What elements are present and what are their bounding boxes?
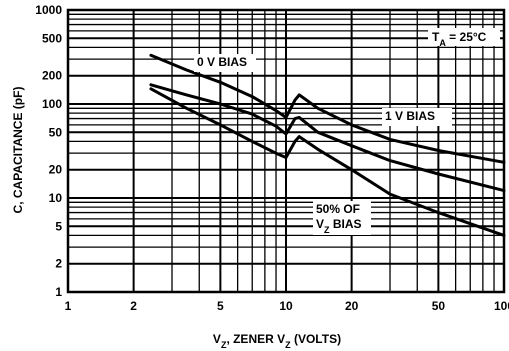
series-label-1: 0 V BIAS — [197, 55, 247, 69]
chart-series-group — [149, 53, 506, 237]
x-axis-title-sub1: Z — [221, 340, 227, 350]
x-axis-title-sub2: Z — [285, 340, 291, 350]
x-tick-label: 1 — [65, 299, 72, 313]
x-tick-label: 20 — [345, 299, 359, 313]
series-label-subscript: Z — [324, 225, 330, 235]
y-tick-label: 500 — [42, 31, 62, 45]
series-label-3: 50% OF VZ BIAS — [316, 202, 362, 235]
series-line-2 — [149, 83, 506, 193]
x-tick-label: 50 — [432, 299, 446, 313]
x-axis-title-mid: , ZENER V — [226, 332, 285, 346]
temperature-annotation-bg — [428, 28, 500, 46]
x-axis-title: VZ, ZENER VZ (VOLTS) — [213, 332, 341, 350]
x-axis-title-v: V — [213, 332, 221, 346]
y-tick-label: 50 — [49, 125, 63, 139]
series-line-3 — [149, 87, 506, 237]
x-tick-label: 5 — [217, 299, 224, 313]
series-label-bg — [313, 201, 371, 235]
y-tick-label: 10 — [49, 191, 63, 205]
series-label-2: 1 V BIAS — [385, 109, 435, 123]
x-tick-label: 100 — [494, 299, 509, 313]
temperature-annotation: TA = 25°C — [432, 30, 487, 48]
y-tick-label: 1000 — [35, 3, 62, 17]
y-tick-label: 2 — [55, 257, 62, 271]
temperature-subscript: A — [439, 38, 446, 48]
x-tick-label: 10 — [279, 299, 293, 313]
y-tick-label: 20 — [49, 163, 63, 177]
series-label-bg — [382, 108, 452, 126]
y-tick-label: 100 — [42, 97, 62, 111]
series-label-line: V — [316, 217, 324, 231]
plot-border — [66, 8, 506, 294]
y-axis-title: C, CAPACITANCE (pF) — [11, 87, 25, 214]
x-tick-label: 2 — [130, 299, 137, 313]
series-label-line: BIAS — [330, 217, 362, 231]
chart-series-labels: 0 V BIAS 1 V BIAS 50% OF VZ BIAS — [194, 54, 452, 235]
series-line-1 — [149, 53, 506, 164]
y-tick-label: 5 — [55, 219, 62, 233]
chart-tick-labels: 1 2 5 10 20 50 100 1 2 5 10 20 50 100 200 500 1000 — [35, 3, 509, 313]
series-label-line: 50% OF — [316, 202, 360, 216]
x-axis-title-end: (VOLTS) — [291, 332, 341, 346]
y-tick-label: 1 — [55, 285, 62, 299]
temperature-prefix: T — [432, 30, 440, 44]
y-tick-label: 200 — [42, 69, 62, 83]
temperature-suffix: = 25°C — [446, 30, 487, 44]
series-label-bg — [194, 54, 256, 72]
